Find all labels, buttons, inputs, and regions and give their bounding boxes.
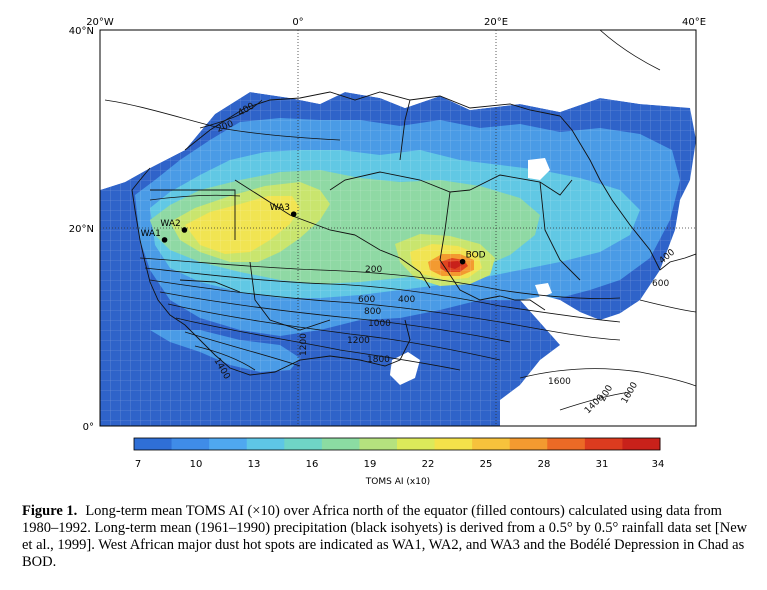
colorbar-segment <box>472 438 511 450</box>
lon-tick: 0° <box>292 17 303 28</box>
colorbar-tick: 25 <box>480 459 493 470</box>
lon-tick: 40°E <box>682 17 706 28</box>
colorbar-tick: 31 <box>596 459 609 470</box>
dust-map: 20°W 0° 20°E 40°E 40°N 20°N 0° 200 400 2… <box>69 17 706 487</box>
site-marker-wa3 <box>290 211 297 217</box>
colorbar-tick: 19 <box>364 459 377 470</box>
isohyet-label: 1600 <box>548 377 571 387</box>
isohyet-label: 1000 <box>368 319 391 329</box>
colorbar-segment <box>584 438 623 450</box>
site-label-wa2: WA2 <box>160 219 180 229</box>
colorbar <box>133 437 661 451</box>
site-label-wa3: WA3 <box>270 203 290 213</box>
lon-tick: 20°W <box>86 17 114 28</box>
isohyet-label: 600 <box>358 295 375 305</box>
colorbar-tick: 34 <box>652 459 665 470</box>
lat-tick: 40°N <box>69 26 94 37</box>
colorbar-segment <box>547 438 586 450</box>
figure-caption: Figure 1. Long-term mean TOMS AI (×10) ov… <box>22 503 750 571</box>
colorbar-segment <box>246 438 285 450</box>
caption-text: Long-term mean TOMS AI (×10) over Africa… <box>22 503 748 570</box>
colorbar-tick: 7 <box>135 459 141 470</box>
lat-tick-labels: 40°N 20°N 0° <box>69 26 94 433</box>
lon-tick-labels: 20°W 0° 20°E 40°E <box>86 17 706 28</box>
isohyet-label: 800 <box>364 307 381 317</box>
isohyet-label: 200 <box>365 265 382 275</box>
site-label-bod: BOD <box>466 251 486 261</box>
colorbar-segment <box>321 438 360 450</box>
colorbar-tick: 13 <box>248 459 261 470</box>
colorbar-frame <box>133 437 661 451</box>
lat-tick: 0° <box>83 422 94 433</box>
colorbar-ticks: 7 10 13 16 19 22 25 28 31 34 <box>135 459 665 470</box>
isohyet-label: 400 <box>398 295 415 305</box>
colorbar-segment <box>397 438 436 450</box>
lat-tick: 20°N <box>69 224 94 235</box>
colorbar-segment <box>509 438 548 450</box>
site-label-wa1: WA1 <box>141 229 161 239</box>
isohyet-label: 1800 <box>367 355 390 365</box>
colorbar-segment <box>359 438 398 450</box>
isohyet-label: 1200 <box>347 336 370 346</box>
site-marker-bod <box>459 258 466 265</box>
caption-label: Figure 1. <box>22 503 78 519</box>
colorbar-tick: 28 <box>538 459 551 470</box>
isohyet-label: 600 <box>652 279 669 289</box>
colorbar-segment <box>171 438 210 450</box>
site-marker-wa1 <box>161 237 168 243</box>
colorbar-tick: 10 <box>190 459 203 470</box>
colorbar-segment <box>622 438 661 450</box>
colorbar-title: TOMS AI (x10) <box>365 477 430 487</box>
isohyet-label: 1200 <box>299 333 309 356</box>
colorbar-segment <box>134 438 173 450</box>
colorbar-segment <box>209 438 248 450</box>
site-marker-wa2 <box>181 227 188 233</box>
colorbar-tick: 16 <box>306 459 319 470</box>
colorbar-tick: 22 <box>422 459 435 470</box>
lon-tick: 20°E <box>484 17 508 28</box>
colorbar-segment <box>434 438 473 450</box>
colorbar-segment <box>284 438 323 450</box>
